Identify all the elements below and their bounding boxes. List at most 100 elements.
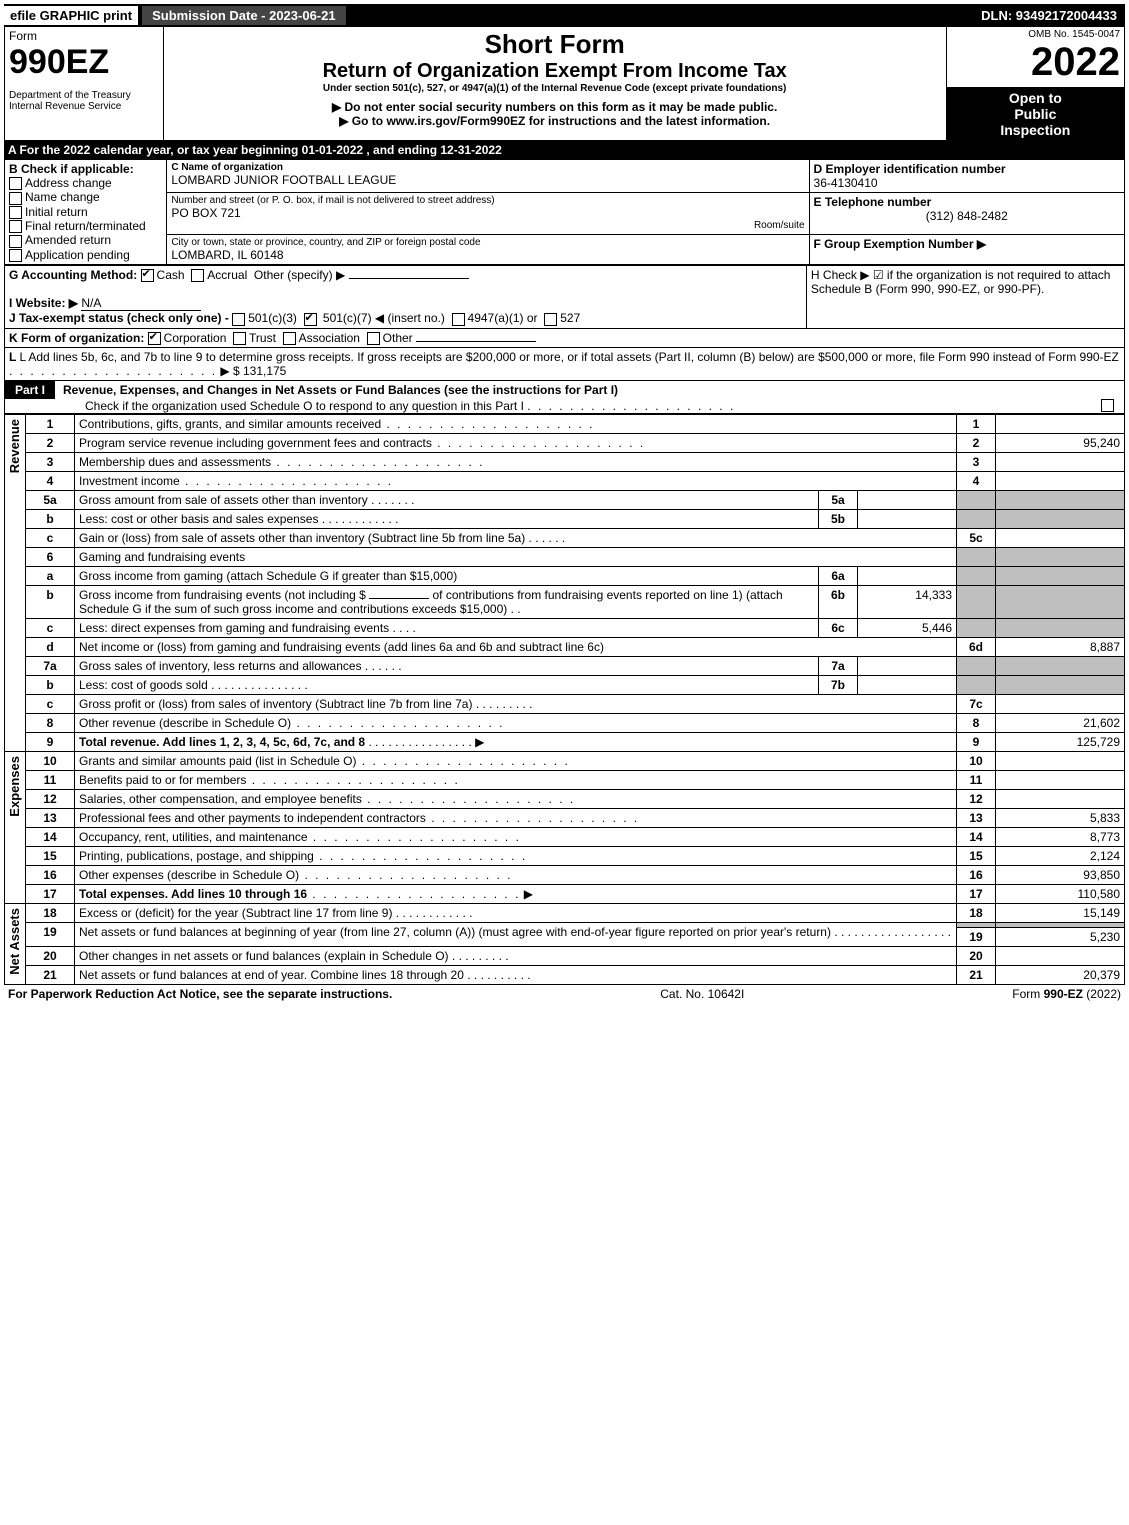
line-14-amt: 8,773: [996, 827, 1125, 846]
line-6b-desc1: Gross income from fundraising events (no…: [79, 588, 366, 602]
line-6a-sub: 6a: [819, 566, 858, 585]
checkbox-4947[interactable]: [452, 313, 465, 326]
line-6b-num: b: [26, 585, 75, 618]
opt-4947: 4947(a)(1) or: [468, 311, 538, 325]
dots-14: [308, 830, 521, 844]
line-17-arrow: ▶: [524, 887, 533, 901]
opt-corporation: Corporation: [164, 331, 227, 345]
g-h-row: G Accounting Method: Cash Accrual Other …: [4, 265, 1125, 329]
line-14-desc: Occupancy, rent, utilities, and maintena…: [79, 830, 308, 844]
opt-527: 527: [560, 311, 580, 325]
line-5a-sub: 5a: [819, 490, 858, 509]
submission-date: Submission Date - 2023-06-21: [142, 6, 346, 25]
addr-label: Number and street (or P. O. box, if mail…: [171, 195, 804, 206]
line-6d-amt: 8,887: [996, 637, 1125, 656]
line-6c-sub: 6c: [819, 618, 858, 637]
line-5b-val: [858, 509, 957, 528]
checkbox-501c[interactable]: [304, 313, 317, 326]
dept-treasury: Department of the Treasury: [9, 90, 159, 101]
line-3-col: 3: [957, 452, 996, 471]
line-6-num: 6: [26, 547, 75, 566]
dots-8: [291, 716, 504, 730]
line-6a-val: [858, 566, 957, 585]
line-18-desc: Excess or (deficit) for the year (Subtra…: [79, 906, 392, 920]
line-10-desc: Grants and similar amounts paid (list in…: [79, 754, 356, 768]
line-15-desc: Printing, publications, postage, and shi…: [79, 849, 314, 863]
line-8-desc: Other revenue (describe in Schedule O): [79, 716, 291, 730]
line-10-amt: [996, 751, 1125, 770]
grey-7a-amt: [996, 656, 1125, 675]
line-18-amt: 15,149: [996, 903, 1125, 922]
line-20-desc: Other changes in net assets or fund bala…: [79, 949, 449, 963]
footer-mid: Cat. No. 10642I: [660, 987, 744, 1001]
inspection: Inspection: [951, 122, 1120, 138]
line-5c-num: c: [26, 528, 75, 547]
line-6-desc: Gaming and fundraising events: [79, 550, 245, 564]
line-14-num: 14: [26, 827, 75, 846]
checkbox-other-org[interactable]: [367, 332, 380, 345]
website-value: N/A: [81, 296, 201, 311]
entity-info: B Check if applicable: Address change Na…: [4, 159, 1125, 265]
grey-6b: [957, 585, 996, 618]
line-7c-amt: [996, 694, 1125, 713]
opt-amended-return: Amended return: [25, 233, 111, 247]
checkbox-address-change[interactable]: [9, 177, 22, 190]
checkbox-amended-return[interactable]: [9, 235, 22, 248]
section-l: L L Add lines 5b, 6c, and 7b to line 9 t…: [4, 348, 1125, 381]
checkbox-trust[interactable]: [233, 332, 246, 345]
opt-initial-return: Initial return: [25, 205, 88, 219]
checkbox-name-change[interactable]: [9, 192, 22, 205]
line-1-amt: [996, 414, 1125, 433]
open-to: Open to: [951, 90, 1120, 106]
checkbox-final-return[interactable]: [9, 220, 22, 233]
footer-left: For Paperwork Reduction Act Notice, see …: [8, 987, 392, 1001]
line-7a-sub: 7a: [819, 656, 858, 675]
line-18-num: 18: [26, 903, 75, 922]
line-7b-val: [858, 675, 957, 694]
line-10-col: 10: [957, 751, 996, 770]
vert-expenses: Expenses: [5, 752, 24, 821]
checkbox-schedule-o[interactable]: [1101, 399, 1114, 412]
grey-6: [957, 547, 996, 566]
line-7b-desc: Less: cost of goods sold: [79, 678, 208, 692]
part1-title: Revenue, Expenses, and Changes in Net As…: [63, 383, 618, 397]
line-9-num: 9: [26, 732, 75, 751]
part1-tab: Part I: [5, 381, 55, 399]
opt-application-pending: Application pending: [25, 248, 130, 262]
line-12-desc: Salaries, other compensation, and employ…: [79, 792, 362, 806]
line-2-desc: Program service revenue including govern…: [79, 436, 432, 450]
grey-5a: [957, 490, 996, 509]
dots-3: [271, 455, 484, 469]
line-11-amt: [996, 770, 1125, 789]
note-ssn: ▶ Do not enter social security numbers o…: [168, 100, 942, 114]
grey-5b: [957, 509, 996, 528]
dots-1: [381, 417, 594, 431]
line-11-desc: Benefits paid to or for members: [79, 773, 246, 787]
checkbox-corporation[interactable]: [148, 332, 161, 345]
org-address: PO BOX 721: [171, 206, 804, 220]
checkbox-accrual[interactable]: [191, 269, 204, 282]
dots-10: [356, 754, 569, 768]
checkbox-association[interactable]: [283, 332, 296, 345]
section-g-label: G Accounting Method:: [9, 268, 137, 282]
dots-13: [426, 811, 639, 825]
line-6d-col: 6d: [957, 637, 996, 656]
line-6b-sub: 6b: [819, 585, 858, 618]
opt-501c3: 501(c)(3): [248, 311, 297, 325]
grey-7b-amt: [996, 675, 1125, 694]
checkbox-501c3[interactable]: [232, 313, 245, 326]
line-19-num: 19: [26, 922, 75, 946]
grey-6c: [957, 618, 996, 637]
checkbox-application-pending[interactable]: [9, 249, 22, 262]
line-7a-desc: Gross sales of inventory, less returns a…: [79, 659, 362, 673]
line-21-amt: 20,379: [996, 965, 1125, 984]
line-5c-amt: [996, 528, 1125, 547]
grey-5a-amt: [996, 490, 1125, 509]
line-5c-desc: Gain or (loss) from sale of assets other…: [79, 531, 525, 545]
checkbox-initial-return[interactable]: [9, 206, 22, 219]
line-1-num: 1: [26, 414, 75, 433]
line-11-col: 11: [957, 770, 996, 789]
checkbox-527[interactable]: [544, 313, 557, 326]
checkbox-cash[interactable]: [141, 269, 154, 282]
line-9-amt: 125,729: [996, 732, 1125, 751]
